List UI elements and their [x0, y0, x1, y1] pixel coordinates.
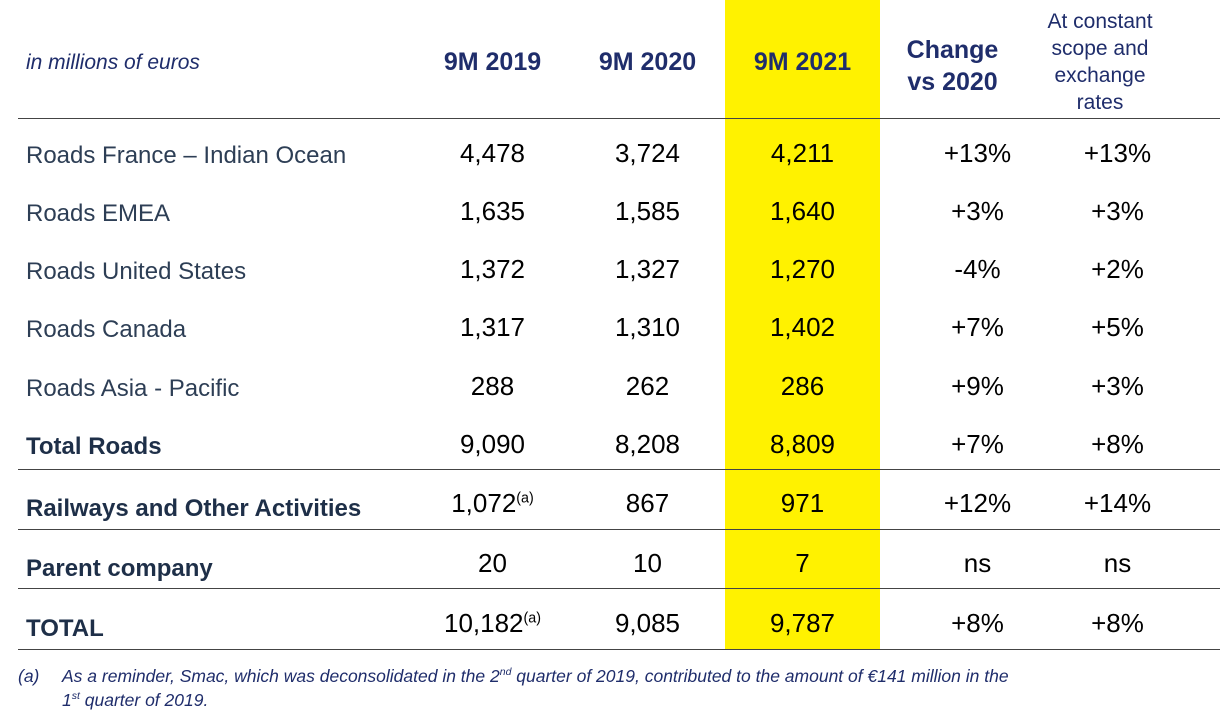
change-constant: +3% — [1091, 371, 1144, 401]
value-9m-2019: 1,317 — [459, 312, 526, 342]
header-constant-scope: At constant scope and exchange rates — [1047, 10, 1153, 114]
value-9m-2019: 1,372 — [459, 254, 526, 284]
footnote-line2: 1st quarter of 2019. — [62, 690, 209, 710]
row-label: Roads Canada — [26, 316, 187, 343]
change-vs-2020: +7% — [951, 429, 1004, 459]
row-label: Total Roads — [26, 433, 162, 460]
highlight-column-2021 — [725, 0, 880, 650]
value-9m-2021: 4,211 — [770, 138, 835, 168]
value-9m-2021: 1,640 — [769, 196, 836, 226]
value-9m-2020: 867 — [625, 488, 670, 518]
change-constant: +2% — [1091, 254, 1144, 284]
value-9m-2019: 10,182(a) — [443, 608, 541, 638]
change-constant: +8% — [1091, 429, 1144, 459]
row-label: Railways and Other Activities — [26, 495, 362, 522]
value-9m-2020: 8,208 — [614, 429, 681, 459]
footnote-marker: (a) — [18, 666, 40, 686]
change-constant: +3% — [1091, 196, 1144, 226]
header-9m-2019: 9M 2019 — [443, 48, 542, 76]
row-label: Roads Asia - Pacific — [26, 375, 240, 402]
header-9m-2021: 9M 2021 — [753, 48, 852, 76]
change-vs-2020: ns — [963, 548, 992, 578]
value-9m-2020: 10 — [633, 548, 662, 578]
change-vs-2020: +12% — [943, 488, 1012, 518]
divider-after-total-roads — [18, 469, 1220, 470]
divider-after-railways — [18, 529, 1220, 530]
change-vs-2020: -4% — [954, 254, 1001, 284]
change-vs-2020: +8% — [951, 608, 1004, 638]
value-9m-2021: 9,787 — [769, 608, 836, 638]
change-constant: ns — [1103, 548, 1132, 578]
header-9m-2020: 9M 2020 — [598, 48, 697, 76]
value-9m-2021: 7 — [795, 548, 810, 578]
value-9m-2020: 9,085 — [614, 608, 681, 638]
value-9m-2020: 1,310 — [614, 312, 681, 342]
row-label: Roads EMEA — [26, 200, 171, 227]
row-label: Roads United States — [26, 258, 247, 285]
value-9m-2019: 1,072(a) — [451, 488, 534, 518]
unit-label: in millions of euros — [26, 51, 200, 74]
value-9m-2019: 4,478 — [459, 138, 526, 168]
value-9m-2021: 1,270 — [769, 254, 836, 284]
divider-after-parent — [18, 588, 1220, 589]
value-9m-2021: 8,809 — [769, 429, 836, 459]
value-9m-2021: 286 — [780, 371, 825, 401]
value-9m-2020: 1,327 — [614, 254, 681, 284]
change-constant: +14% — [1083, 488, 1152, 518]
row-label: Parent company — [26, 555, 213, 582]
value-9m-2019: 288 — [470, 371, 515, 401]
header-divider — [18, 118, 1220, 119]
change-vs-2020: +7% — [951, 312, 1004, 342]
change-constant: +13% — [1083, 138, 1152, 168]
header-change-line1: Change — [906, 36, 999, 64]
value-9m-2020: 3,724 — [614, 138, 681, 168]
value-9m-2019: 1,635 — [459, 196, 526, 226]
row-label: TOTAL — [26, 615, 104, 642]
change-constant: +8% — [1091, 608, 1144, 638]
footnote-ref: (a) — [523, 610, 541, 627]
value-9m-2020: 1,585 — [614, 196, 681, 226]
footnote-ref: (a) — [516, 490, 534, 507]
table-bottom-divider — [18, 649, 1220, 650]
value-9m-2019: 20 — [478, 548, 507, 578]
change-vs-2020: +13% — [943, 138, 1012, 168]
footnote-line1: As a reminder, Smac, which was deconsoli… — [62, 666, 1009, 686]
row-label: Roads France – Indian Ocean — [26, 142, 347, 169]
value-9m-2021: 1,402 — [769, 312, 836, 342]
change-constant: +5% — [1091, 312, 1144, 342]
value-9m-2019: 9,090 — [459, 429, 526, 459]
change-vs-2020: +9% — [951, 371, 1004, 401]
change-vs-2020: +3% — [951, 196, 1004, 226]
header-change-line2: vs 2020 — [907, 68, 998, 96]
header-change: Change vs 2020 — [880, 34, 1025, 98]
value-9m-2020: 262 — [625, 371, 670, 401]
value-9m-2021: 971 — [780, 488, 825, 518]
